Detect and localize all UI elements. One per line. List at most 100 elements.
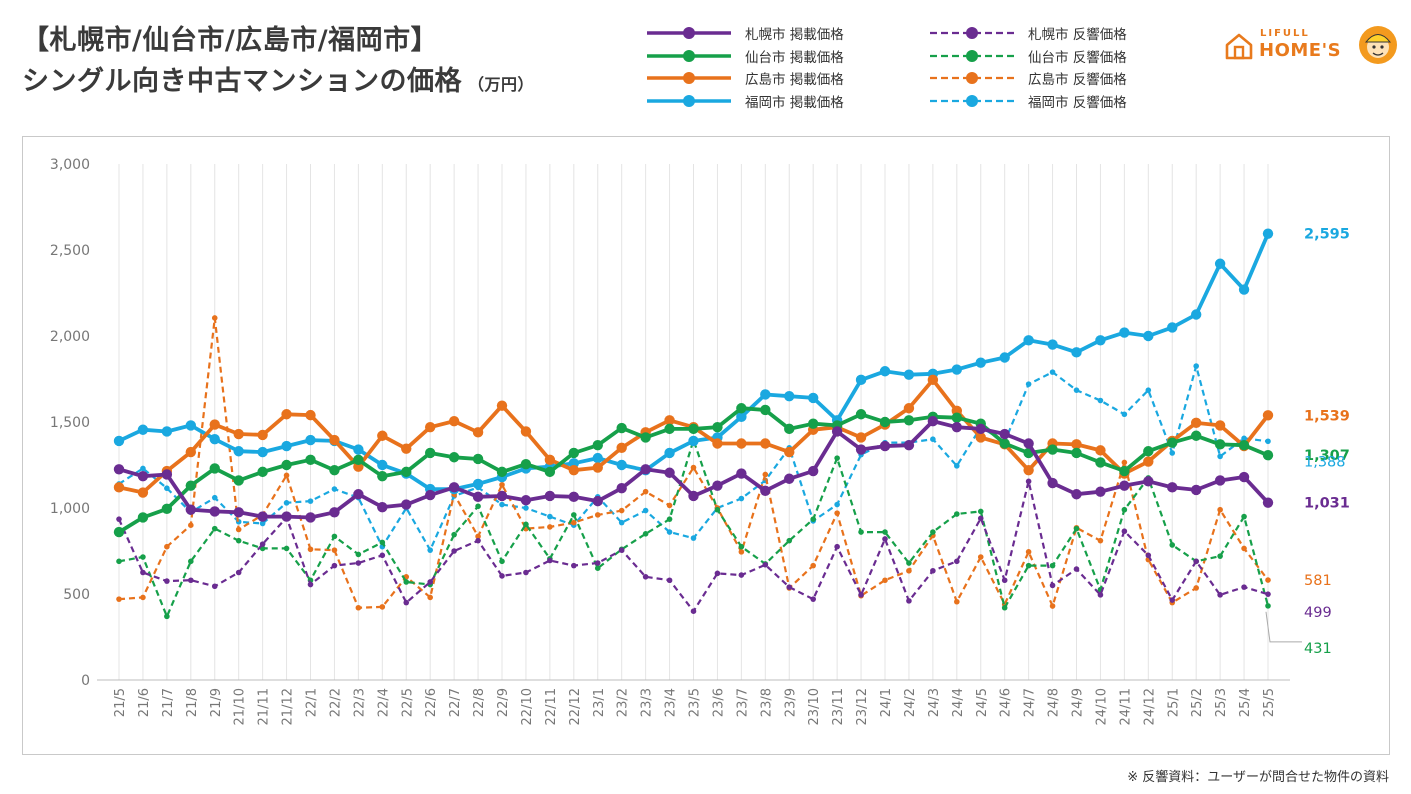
data-point	[1025, 478, 1032, 485]
x-tick-label: 23/1	[592, 688, 607, 717]
data-point	[760, 404, 771, 416]
data-point	[664, 467, 675, 478]
data-point	[1167, 482, 1178, 493]
legend-label: 札幌市 反響価格	[1028, 27, 1127, 44]
data-point	[137, 512, 149, 523]
data-point	[1073, 566, 1080, 572]
data-point	[571, 512, 577, 518]
data-point	[616, 422, 627, 434]
data-point	[1217, 506, 1223, 513]
data-point	[448, 482, 460, 493]
data-point	[951, 412, 963, 423]
data-point	[451, 531, 457, 538]
data-point	[185, 480, 197, 491]
data-point	[331, 562, 338, 569]
data-point	[1095, 486, 1106, 497]
data-point	[882, 529, 888, 535]
data-point	[810, 516, 816, 522]
x-tick-label: 22/11	[544, 688, 559, 725]
data-point	[664, 423, 675, 435]
data-point	[810, 596, 816, 602]
legend-label: 仙台市 反響価格	[1028, 49, 1127, 66]
data-point	[331, 533, 338, 540]
data-point	[977, 515, 984, 522]
data-point	[736, 468, 747, 479]
data-point	[185, 446, 197, 458]
data-point	[712, 421, 723, 433]
legend-item: 広島市 掲載価格	[645, 67, 844, 90]
series-solid	[113, 415, 1274, 523]
series-solid	[113, 228, 1274, 495]
data-point	[1119, 465, 1130, 477]
data-point	[496, 400, 508, 411]
x-tick-label: 25/3	[1214, 688, 1229, 717]
data-point	[472, 427, 484, 438]
data-point	[903, 403, 915, 414]
data-point	[233, 507, 244, 518]
data-point	[903, 415, 915, 426]
data-point	[1049, 582, 1056, 589]
data-point	[520, 458, 532, 470]
data-point	[235, 526, 242, 533]
data-point	[714, 506, 721, 513]
chart-title: 【札幌市/仙台市/広島市/福岡市】 シングル向き中古マンションの価格 （万円）	[22, 22, 534, 107]
data-point	[1238, 284, 1250, 295]
data-point	[520, 495, 532, 506]
data-point	[475, 533, 481, 540]
data-point	[690, 608, 697, 614]
data-point	[424, 421, 436, 433]
data-point	[209, 419, 220, 430]
x-tick-label: 22/8	[472, 688, 487, 717]
data-point	[427, 547, 433, 553]
data-point	[140, 554, 146, 560]
data-point	[1049, 562, 1056, 569]
y-tick-label: 1,500	[50, 415, 90, 431]
data-point	[355, 551, 362, 558]
data-point	[520, 426, 532, 437]
x-tick-label: 24/7	[1023, 688, 1038, 717]
x-tick-label: 21/5	[113, 688, 128, 717]
data-point	[353, 489, 364, 500]
x-tick-label: 23/9	[783, 688, 798, 717]
data-point	[113, 464, 125, 475]
data-point	[930, 567, 936, 574]
unit-label: （万円）	[468, 75, 535, 94]
title-line-2: シングル向き中古マンションの価格 （万円）	[22, 60, 534, 107]
data-point	[736, 403, 747, 414]
data-point	[977, 508, 984, 515]
lifull-homes-logo: LIFULL HOME'S	[1222, 24, 1400, 68]
legend-swatch	[647, 72, 731, 85]
data-point	[760, 389, 771, 400]
data-point	[807, 392, 819, 404]
legend-item: 福岡市 掲載価格	[645, 90, 844, 113]
data-point	[475, 537, 481, 544]
data-point	[283, 500, 290, 506]
x-tick-label: 21/8	[185, 688, 200, 717]
data-point	[377, 459, 388, 471]
data-point	[1217, 592, 1223, 598]
data-point	[879, 366, 891, 377]
data-point	[1071, 447, 1082, 459]
legend-item: 広島市 反響価格	[928, 67, 1127, 90]
data-point	[448, 415, 460, 427]
data-point	[1214, 475, 1226, 486]
data-point	[209, 463, 220, 474]
data-point	[1214, 439, 1226, 450]
legend-swatch	[647, 27, 731, 40]
house-icon	[1225, 33, 1253, 60]
x-tick-label: 24/2	[903, 688, 918, 717]
data-point	[257, 446, 268, 458]
data-point	[571, 519, 577, 526]
data-point	[1143, 446, 1154, 457]
data-point	[424, 489, 436, 501]
data-point	[1047, 477, 1058, 489]
legend-swatch	[930, 94, 1014, 107]
legend-dashed: 札幌市 反響価格 仙台市 反響価格 広島市 反響価格 福岡市 反響価格	[928, 22, 1127, 112]
end-value-label: 1,031	[1304, 496, 1350, 512]
data-point	[305, 512, 316, 523]
data-point	[616, 483, 627, 494]
data-point	[855, 432, 867, 443]
data-point	[1143, 330, 1154, 342]
data-point	[1121, 506, 1128, 513]
data-point	[1265, 438, 1271, 445]
